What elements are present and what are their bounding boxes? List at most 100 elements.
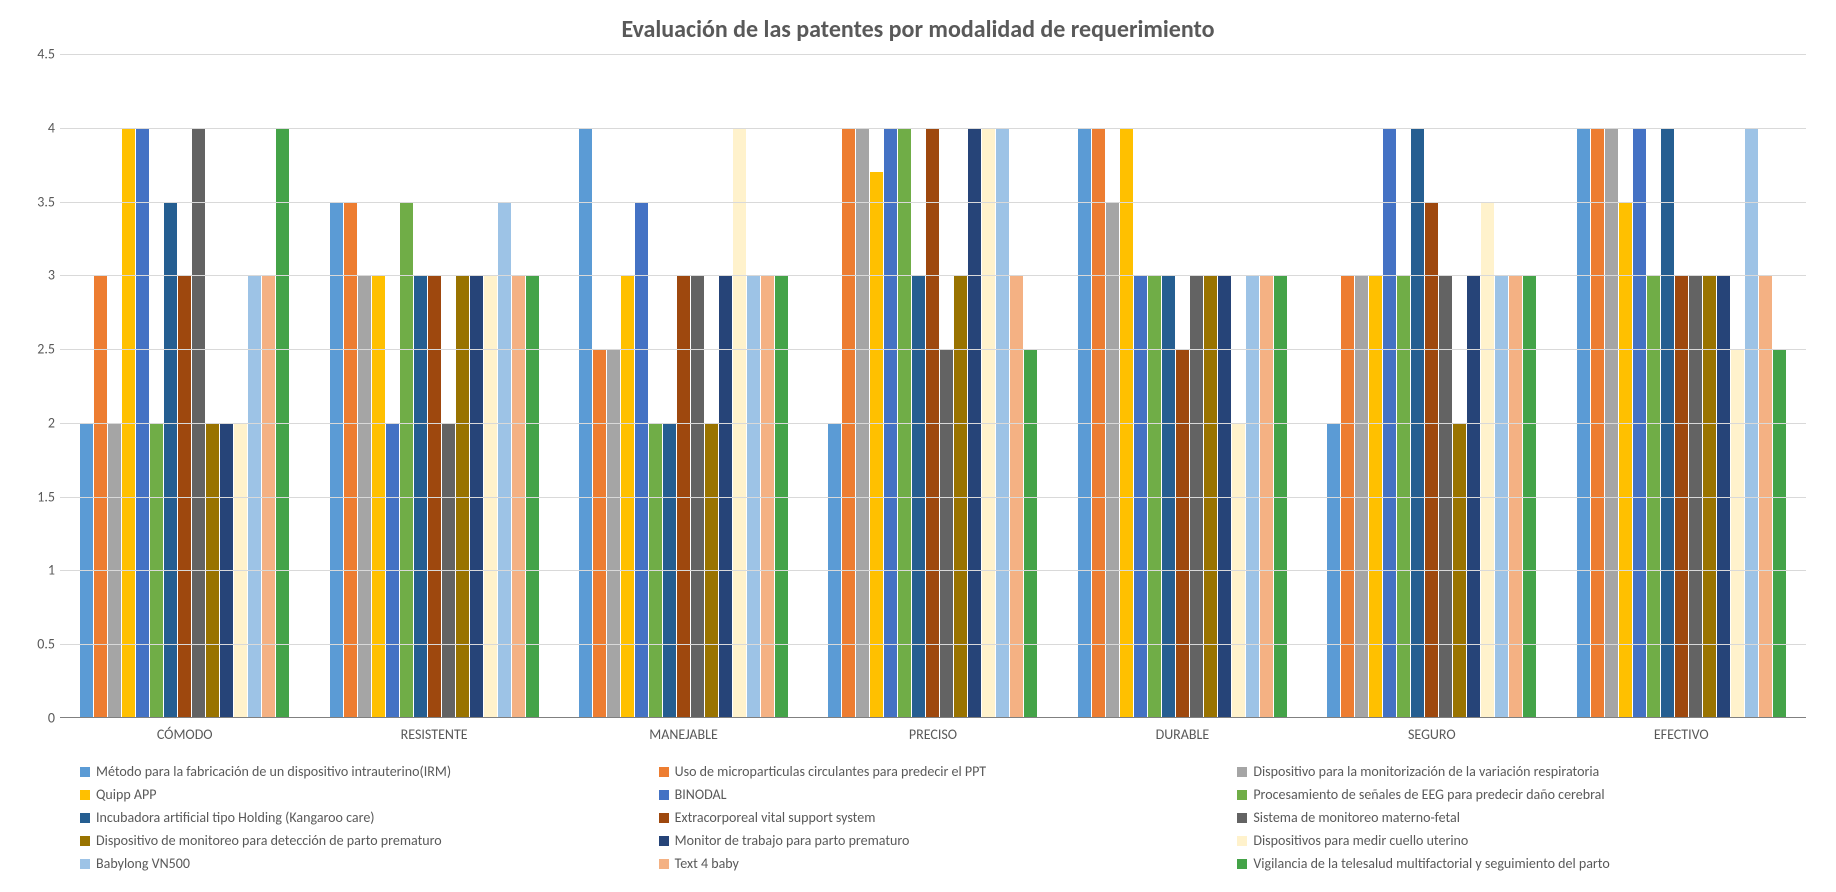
category-group <box>1307 54 1556 718</box>
legend-item: Quipp APP <box>80 786 639 803</box>
legend-label: Dispositivos para medir cuello uterino <box>1253 832 1468 849</box>
legend-item: Uso de microparticulas circulantes para … <box>659 763 1218 780</box>
legend-item: Sistema de monitoreo materno-fetal <box>1237 809 1796 826</box>
y-tick: 1.5 <box>10 488 55 505</box>
x-label: EFECTIVO <box>1557 726 1806 743</box>
bars-row <box>559 54 808 718</box>
legend-label: Dispositivo de monitoreo para detección … <box>96 832 442 849</box>
legend-item: Dispositivo para la monitorización de la… <box>1237 763 1796 780</box>
legend-item: Incubadora artificial tipo Holding (Kang… <box>80 809 639 826</box>
y-tick: 2.5 <box>10 341 55 358</box>
legend-label: Babylong VN500 <box>96 855 190 872</box>
gridline <box>60 497 1806 498</box>
x-label: MANEJABLE <box>559 726 808 743</box>
legend-item: Text 4 baby <box>659 855 1218 872</box>
bar <box>870 172 883 718</box>
legend-label: BINODAL <box>675 786 727 803</box>
y-tick: 1 <box>10 562 55 579</box>
legend-item: Método para la fabricación de un disposi… <box>80 763 639 780</box>
y-tick: 4.5 <box>10 46 55 63</box>
category-group <box>1058 54 1307 718</box>
y-tick: 3.5 <box>10 193 55 210</box>
legend-item: Babylong VN500 <box>80 855 639 872</box>
gridline <box>60 644 1806 645</box>
legend-swatch <box>1237 790 1247 800</box>
x-label: PRECISO <box>808 726 1057 743</box>
legend-label: Método para la fabricación de un disposi… <box>96 763 451 780</box>
legend-label: Dispositivo para la monitorización de la… <box>1253 763 1599 780</box>
x-labels: CÓMODORESISTENTEMANEJABLEPRECISODURABLES… <box>60 726 1806 743</box>
category-group <box>60 54 309 718</box>
bar <box>1619 202 1632 718</box>
x-label: CÓMODO <box>60 726 309 743</box>
legend-label: Text 4 baby <box>675 855 739 872</box>
gridline <box>60 54 1806 55</box>
legend-label: Uso de microparticulas circulantes para … <box>675 763 986 780</box>
bar <box>498 202 511 718</box>
legend-swatch <box>80 859 90 869</box>
y-tick: 0 <box>10 710 55 727</box>
legend: Método para la fabricación de un disposi… <box>80 763 1796 872</box>
bar <box>607 349 620 718</box>
legend-label: Incubadora artificial tipo Holding (Kang… <box>96 809 375 826</box>
bar <box>1731 349 1744 718</box>
legend-label: Vigilancia de la telesalud multifactoria… <box>1253 855 1609 872</box>
bar <box>1176 349 1189 718</box>
bars-row <box>1557 54 1806 718</box>
legend-swatch <box>1237 859 1247 869</box>
chart-title: Evaluación de las patentes por modalidad… <box>0 0 1836 54</box>
category-group <box>808 54 1057 718</box>
y-tick: 2 <box>10 414 55 431</box>
legend-label: Extracorporeal vital support system <box>675 809 876 826</box>
plot-area: 00.511.522.533.544.5 <box>60 54 1806 718</box>
bars-row <box>808 54 1057 718</box>
bars-area <box>60 54 1806 718</box>
x-label: DURABLE <box>1058 726 1307 743</box>
legend-swatch <box>1237 767 1247 777</box>
y-tick: 3 <box>10 267 55 284</box>
bar <box>940 349 953 718</box>
legend-swatch <box>659 790 669 800</box>
legend-label: Monitor de trabajo para parto prematuro <box>675 832 910 849</box>
category-group <box>1557 54 1806 718</box>
legend-item: BINODAL <box>659 786 1218 803</box>
legend-item: Dispositivo de monitoreo para detección … <box>80 832 639 849</box>
legend-label: Sistema de monitoreo materno-fetal <box>1253 809 1460 826</box>
chart-container: Evaluación de las patentes por modalidad… <box>0 0 1836 892</box>
legend-swatch <box>80 767 90 777</box>
bars-row <box>1058 54 1307 718</box>
legend-label: Quipp APP <box>96 786 156 803</box>
legend-item: Extracorporeal vital support system <box>659 809 1218 826</box>
legend-swatch <box>80 790 90 800</box>
bars-row <box>1307 54 1556 718</box>
bar <box>593 349 606 718</box>
bar <box>330 202 343 718</box>
bar <box>1024 349 1037 718</box>
x-axis-line <box>60 717 1806 718</box>
bar <box>400 202 413 718</box>
legend-swatch <box>80 813 90 823</box>
legend-swatch <box>1237 836 1247 846</box>
legend-item: Vigilancia de la telesalud multifactoria… <box>1237 855 1796 872</box>
gridline <box>60 275 1806 276</box>
legend-swatch <box>659 767 669 777</box>
bars-row <box>309 54 558 718</box>
gridline <box>60 128 1806 129</box>
bar <box>1481 202 1494 718</box>
bar <box>344 202 357 718</box>
legend-swatch <box>659 859 669 869</box>
legend-swatch <box>659 836 669 846</box>
gridline <box>60 423 1806 424</box>
y-tick: 0.5 <box>10 636 55 653</box>
legend-swatch <box>1237 813 1247 823</box>
legend-item: Dispositivos para medir cuello uterino <box>1237 832 1796 849</box>
gridline <box>60 202 1806 203</box>
bar <box>1106 202 1119 718</box>
x-label: RESISTENTE <box>309 726 558 743</box>
legend-item: Procesamiento de señales de EEG para pre… <box>1237 786 1796 803</box>
bars-row <box>60 54 309 718</box>
legend-item: Monitor de trabajo para parto prematuro <box>659 832 1218 849</box>
legend-label: Procesamiento de señales de EEG para pre… <box>1253 786 1604 803</box>
bar <box>1425 202 1438 718</box>
legend-swatch <box>80 836 90 846</box>
